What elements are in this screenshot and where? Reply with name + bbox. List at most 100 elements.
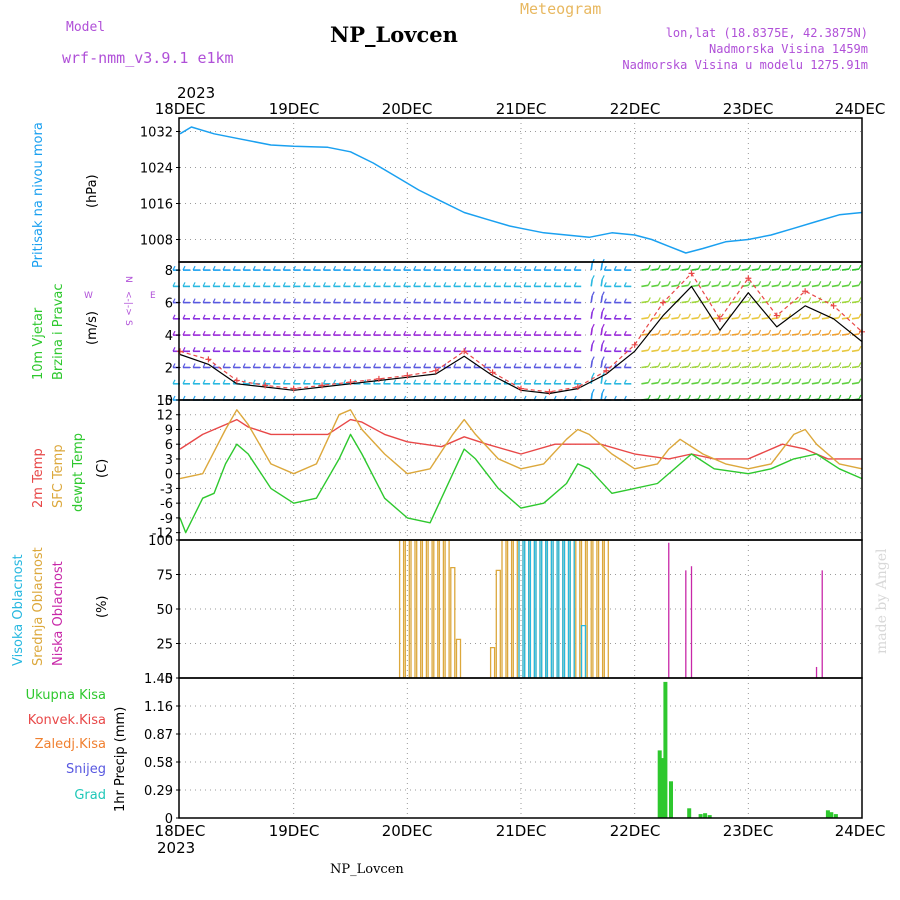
wind-barb-tick	[363, 330, 367, 336]
wind-barb-tick	[172, 363, 176, 368]
wind-barb-tick	[473, 298, 477, 303]
wind-barb-tick	[838, 281, 842, 286]
wind-barb-tick	[222, 347, 226, 352]
wind-barb-tick	[623, 379, 627, 385]
wind-barb-tick	[403, 347, 407, 352]
wind-barb	[721, 333, 729, 336]
mid-cloud-bar	[603, 539, 609, 678]
high-cloud-bar	[563, 539, 570, 678]
wind-barb-tick	[533, 379, 537, 385]
wind-barb-tick	[818, 313, 822, 319]
wind-barb-tick	[513, 282, 517, 287]
wind-barb-tick	[483, 347, 487, 352]
wind-barb-tick	[828, 378, 832, 383]
wind-barb-tick	[232, 314, 236, 320]
wind-barb-tick	[393, 347, 397, 352]
wind-barb-tick	[778, 297, 782, 302]
wind-barb-tick	[433, 379, 437, 385]
high-cloud-bar	[569, 539, 575, 678]
wind-barb-tick	[788, 329, 792, 335]
wind-barb-tick	[312, 347, 316, 352]
wind-barb	[801, 349, 809, 353]
wind-barb-tick	[222, 282, 226, 287]
wind-barb-tick	[808, 281, 812, 286]
wind-barb-tick	[543, 298, 547, 303]
wind-barb	[691, 381, 699, 385]
wind-barb-tick	[543, 282, 547, 287]
wind-barb-tick	[553, 298, 557, 303]
wind-barb	[771, 381, 779, 385]
wind-barb-tick	[342, 347, 347, 352]
wind-barb-tick	[383, 314, 387, 320]
wind-barb	[661, 381, 669, 385]
wind-barb-tick	[322, 298, 326, 303]
wind-barb-tick	[212, 265, 216, 271]
wind-barb-tick	[838, 313, 842, 319]
wind-barb-tick	[748, 281, 752, 286]
wind-barb-tick	[601, 307, 605, 313]
wind-barb-tick	[292, 347, 296, 352]
wind-barb	[781, 284, 789, 288]
wind-barb-tick	[697, 378, 701, 383]
wind-barb-tick	[222, 330, 226, 336]
wind-barb-tick	[788, 281, 792, 286]
wind-barb-tick	[748, 345, 752, 351]
wind-barb-tick	[242, 330, 246, 336]
wind-barb-tick	[232, 282, 236, 287]
wind-barb-tick	[393, 379, 397, 385]
wind-gust-marker	[688, 270, 695, 277]
wind-barb-tick	[858, 281, 862, 286]
wind-barb	[741, 365, 749, 369]
wind-barb-tick	[332, 282, 337, 287]
wind-barb-tick	[212, 379, 216, 385]
wind-barb-tick	[858, 394, 862, 400]
y-tick-label: -3	[160, 482, 173, 497]
wind-barb-tick	[172, 314, 176, 320]
temp-2m-label: 2m Temp	[31, 448, 46, 508]
wind-barb-tick	[677, 394, 681, 400]
wind-barb	[791, 333, 799, 336]
wind-barb-tick	[687, 329, 691, 335]
wind-barb-tick	[463, 265, 467, 271]
grid-layer	[180, 118, 862, 819]
wind-barb	[721, 365, 729, 369]
wind-barb-tick	[737, 264, 742, 270]
wind-barb	[801, 317, 809, 320]
wind-barb-tick	[768, 362, 772, 367]
wind-barb-tick	[737, 362, 742, 367]
wind-barb-tick	[647, 378, 651, 383]
wind-barb	[641, 349, 649, 353]
wind-barb-tick	[423, 282, 427, 287]
wind-barb-tick	[727, 297, 732, 302]
wind-barb-tick	[242, 363, 246, 368]
wind-barb-tick	[332, 330, 337, 336]
wind-barb-tick	[302, 330, 306, 336]
wind-barb	[801, 381, 809, 385]
wind-barb-tick	[677, 378, 681, 383]
wind-barb	[681, 268, 689, 271]
pressure-line	[179, 126, 863, 254]
wind-barb-tick	[182, 379, 186, 385]
wind-barb	[841, 349, 850, 353]
y-tick-label: -6	[160, 497, 173, 512]
precip-bar	[698, 814, 703, 818]
wind-barb-tick	[858, 378, 862, 383]
wind-barb-tick	[352, 265, 357, 271]
wind-barb-tick	[242, 298, 246, 303]
wind-gust-marker	[489, 369, 496, 376]
wind-barb-tick	[493, 379, 497, 385]
wind-barb-tick	[192, 298, 196, 303]
wind-barb-tick	[623, 347, 627, 352]
precip-bar	[657, 750, 662, 818]
bottom-x-label-21dec: 21DEC	[496, 822, 547, 840]
wind-barb-tick	[603, 265, 607, 271]
wind-barb	[711, 333, 719, 336]
axis-layer: 100810161024103202468-12-9-6-30369121502…	[140, 126, 180, 827]
wind-barb-tick	[727, 329, 732, 335]
wind-barb-tick	[758, 345, 762, 351]
wind-barb-tick	[312, 314, 316, 320]
wind-barb-tick	[373, 347, 377, 352]
y-tick-label: 1.45	[144, 672, 173, 687]
wind-barb-tick	[707, 394, 712, 400]
wind-barb-tick	[687, 281, 691, 286]
